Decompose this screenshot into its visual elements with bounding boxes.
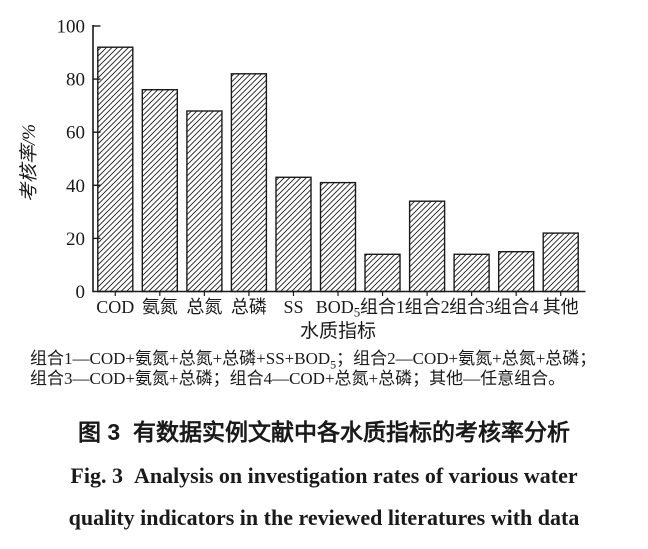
note-line-1-text: 组合1—COD+氨氮+总氮+总磷+SS+BOD: [30, 349, 331, 368]
bar-SS: [275, 176, 312, 293]
axes: [92, 25, 586, 293]
x-label-main: BOD: [316, 297, 354, 317]
y-tick-label-40: 40: [66, 176, 85, 197]
bar-总磷: [230, 73, 268, 293]
y-tick-label-0: 0: [76, 282, 86, 303]
x-label-main: SS: [283, 297, 303, 317]
x-label-SS: SS: [283, 297, 303, 317]
figure-caption: 图 3 有数据实例文献中各水质指标的考核率分析 Fig. 3 Analysis …: [0, 419, 648, 531]
x-label-组合4: 组合4: [494, 297, 539, 317]
x-label-COD: COD: [96, 297, 134, 317]
y-tick-label-80: 80: [66, 70, 85, 91]
x-label-BOD5: BOD5: [316, 297, 361, 320]
bar-组合4: [498, 250, 535, 293]
x-label-组合2: 组合2: [405, 297, 450, 317]
bar-chart: 0 20 40 60 80 100 COD 氨氮 总氮 总磷 SS BOD5 组合1 组合2 组合3 组合4 其…: [18, 17, 586, 342]
note-line-2: 组合3—COD+氨氮+总磷；组合4—COD+总氮+总磷；其他—任意组合。: [30, 369, 566, 388]
x-label-组合1: 组合1: [360, 297, 405, 317]
caption-chinese: 图 3 有数据实例文献中各水质指标的考核率分析: [78, 419, 570, 445]
figure-note: 组合1—COD+氨氮+总氮+总磷+SS+BOD5；组合2—COD+氨氮+总氮+总…: [30, 349, 626, 389]
x-label-main: 其他: [543, 297, 579, 317]
x-label-组合3: 组合3: [449, 297, 494, 317]
x-label-总磷: 总磷: [231, 297, 267, 317]
note-line-1: 组合1—COD+氨氮+总氮+总磷+SS+BOD5；组合2—COD+氨氮+总氮+总…: [30, 349, 626, 372]
bar-其他: [542, 232, 579, 293]
x-label-main: 组合2: [405, 297, 450, 317]
x-label-main: 组合1: [360, 297, 405, 317]
y-tick-label-60: 60: [66, 123, 85, 144]
bar-总氮: [186, 110, 223, 293]
x-label-main: 总氮: [186, 297, 222, 317]
x-label-main: 总磷: [231, 297, 267, 317]
x-axis-title: 水质指标: [300, 320, 376, 342]
x-label-main: 组合3: [449, 297, 494, 317]
bar-BOD5: [319, 181, 357, 293]
y-tick-label-100: 100: [57, 17, 86, 38]
y-axis-title: 考核率/%: [18, 124, 40, 202]
x-label-main: 组合4: [494, 297, 539, 317]
note-line-1-text-cont: ；组合2—COD+氨氮+总氮+总磷；: [336, 349, 597, 368]
bar-氨氮: [141, 88, 179, 293]
note-line-1-subscript: 5: [330, 357, 337, 372]
bar-组合2: [408, 200, 446, 293]
x-label-subscript: 5: [354, 305, 361, 320]
bar-COD: [97, 46, 134, 293]
x-label-main: 氨氮: [142, 297, 178, 317]
x-label-总氮: 总氮: [186, 297, 222, 317]
caption-english-line2: quality indicators in the reviewed liter…: [68, 505, 580, 530]
x-label-其他: 其他: [543, 297, 579, 317]
caption-english-line1: Fig. 3 Analysis on investigation rates o…: [70, 463, 578, 488]
x-label-氨氮: 氨氮: [142, 297, 178, 317]
bar-组合3: [453, 253, 490, 293]
x-label-main: COD: [96, 297, 134, 317]
y-tick-label-20: 20: [66, 229, 85, 250]
bar-组合1: [364, 253, 401, 293]
